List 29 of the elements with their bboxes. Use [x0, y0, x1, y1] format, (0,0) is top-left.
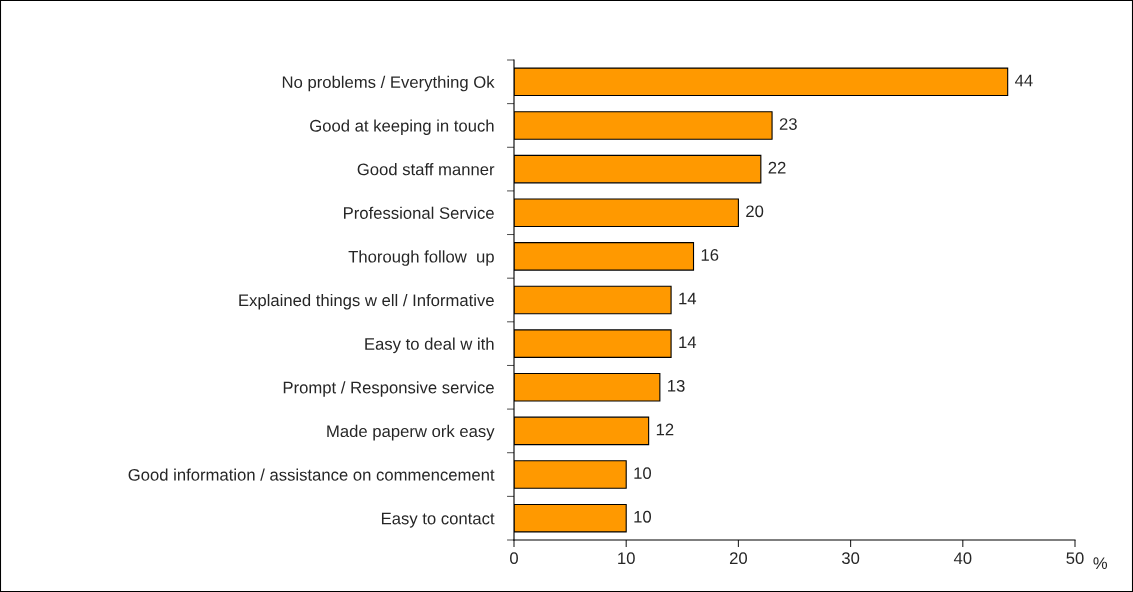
y-tick-label: Professional Service	[344, 206, 494, 219]
y-tick-label: No problems / Everything Ok	[282, 75, 495, 92]
data-label: 44	[1015, 74, 1033, 87]
x-axis-title: %	[1093, 557, 1108, 569]
x-tick-label: 50	[1066, 552, 1084, 565]
data-label: 23	[779, 118, 797, 130]
data-label: 12	[656, 423, 674, 436]
data-label: 16	[701, 249, 719, 261]
y-tick-label: Good staff manner	[357, 163, 495, 176]
data-label: 14	[679, 292, 697, 305]
y-tick-label: Easy to deal w ith	[365, 337, 494, 354]
data-label: 10	[634, 510, 652, 523]
data-label: 14	[679, 336, 697, 348]
data-label: 22	[768, 161, 786, 174]
y-tick-label: Made paperw ork easy	[327, 424, 495, 441]
y-tick-label: Good at keeping in touch	[310, 119, 494, 135]
y-tick-label: Thorough follow up	[348, 250, 494, 266]
y-tick-label: Easy to contact	[381, 512, 495, 528]
data-label: 13	[668, 379, 685, 392]
data-label: 10	[634, 467, 652, 480]
y-tick-label: Prompt / Responsive service	[283, 381, 494, 397]
x-tick-label: 30	[841, 552, 860, 565]
x-tick-label: 10	[618, 552, 635, 565]
x-tick-label: 0	[510, 552, 518, 565]
y-tick-label: Explained things w ell / Informative	[239, 293, 494, 310]
y-tick-label: Good information / assistance on commencement	[128, 468, 495, 481]
x-tick-label: 20	[729, 552, 748, 565]
x-tick-label: 40	[953, 552, 972, 565]
data-label: 20	[746, 205, 764, 218]
